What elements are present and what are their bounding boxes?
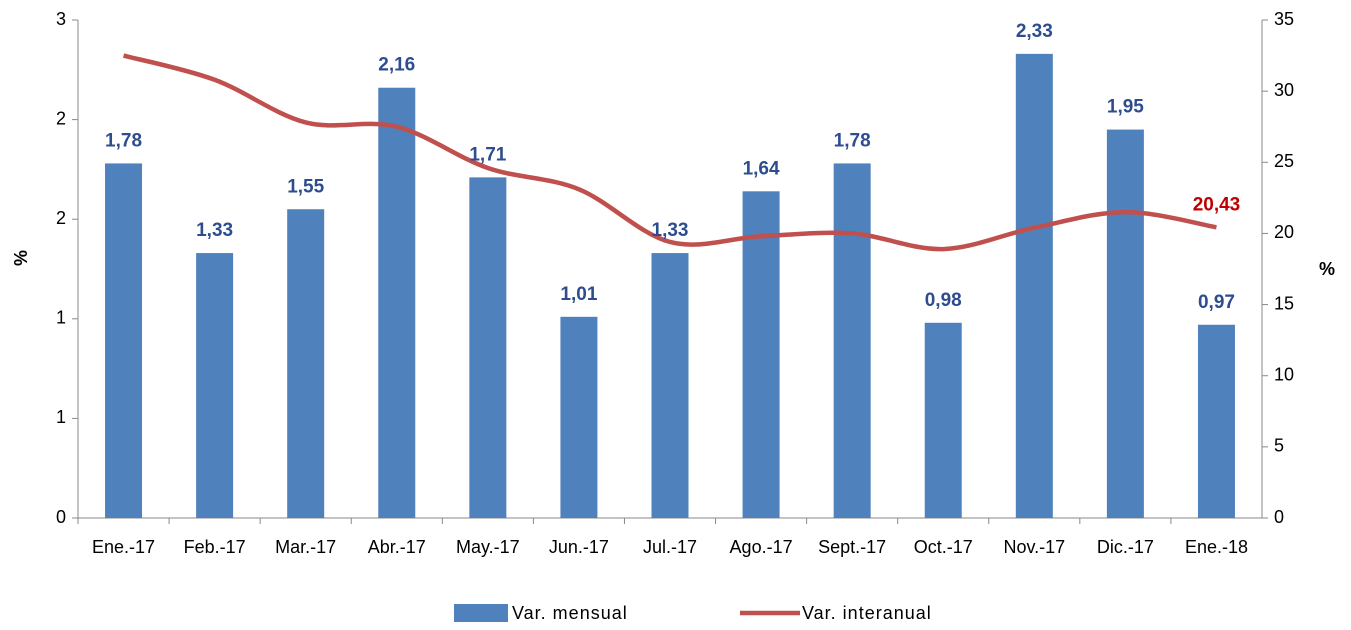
y2-tick-label: 0	[1274, 507, 1284, 527]
x-tick-label: Nov.-17	[1003, 537, 1065, 557]
legend-label: Var. mensual	[512, 603, 628, 623]
bar	[560, 316, 598, 518]
y2-tick-label: 15	[1274, 293, 1294, 313]
bar	[1106, 129, 1144, 518]
y-tick-label: 0	[56, 507, 66, 527]
data-label: 1,71	[469, 144, 506, 165]
x-tick-label: Jul.-17	[643, 537, 697, 557]
x-tick-label: Feb.-17	[184, 537, 246, 557]
bar	[469, 177, 507, 519]
x-tick-label: Oct.-17	[914, 537, 973, 557]
data-label: 1,64	[743, 158, 780, 179]
y2-tick-label: 10	[1274, 364, 1294, 384]
y-tick-label: 2	[56, 208, 66, 228]
data-label: 20,43	[1193, 194, 1241, 215]
y-tick-label: 1	[56, 308, 66, 328]
x-tick-label: Ago.-17	[730, 537, 793, 557]
data-label: 0,98	[925, 290, 962, 311]
data-label: 1,01	[560, 284, 597, 305]
data-label: 0,97	[1198, 292, 1235, 313]
y2-tick-label: 25	[1274, 151, 1294, 171]
data-label: 1,95	[1107, 97, 1144, 118]
bar	[651, 253, 689, 518]
y-tick-label: 3	[56, 9, 66, 29]
x-tick-label: Ene.-17	[92, 537, 155, 557]
y-tick-label: 1	[56, 407, 66, 427]
data-label: 1,33	[196, 220, 233, 241]
y2-axis-label: %	[1319, 259, 1335, 279]
data-label: 2,33	[1016, 21, 1053, 42]
y2-tick-label: 30	[1274, 80, 1294, 100]
data-label: 1,78	[105, 130, 142, 151]
x-tick-label: Abr.-17	[368, 537, 426, 557]
x-tick-label: Ene.-18	[1185, 537, 1248, 557]
y2-tick-label: 35	[1274, 9, 1294, 29]
data-label: 2,16	[378, 55, 415, 76]
data-label: 1,33	[652, 220, 689, 241]
y-axis-label: %	[11, 250, 31, 266]
bar	[1197, 324, 1235, 518]
x-tick-label: Jun.-17	[549, 537, 609, 557]
legend-label: Var. interanual	[802, 603, 932, 623]
x-tick-label: Dic.-17	[1097, 537, 1154, 557]
y-tick-label: 2	[56, 108, 66, 128]
legend-swatch	[454, 604, 508, 622]
line	[122, 53, 1217, 252]
bar	[742, 191, 780, 518]
bar	[287, 209, 325, 519]
x-tick-label: May.-17	[456, 537, 520, 557]
bar	[196, 253, 234, 518]
bar	[105, 163, 143, 518]
x-tick-label: Mar.-17	[275, 537, 336, 557]
bar	[833, 163, 871, 518]
bar	[1015, 53, 1053, 518]
bar	[378, 87, 416, 518]
y2-tick-label: 5	[1274, 436, 1284, 456]
x-tick-label: Sept.-17	[818, 537, 886, 557]
bar	[924, 322, 962, 518]
y2-tick-label: 20	[1274, 222, 1294, 242]
data-label: 1,55	[287, 176, 324, 197]
data-label: 1,78	[834, 130, 871, 151]
